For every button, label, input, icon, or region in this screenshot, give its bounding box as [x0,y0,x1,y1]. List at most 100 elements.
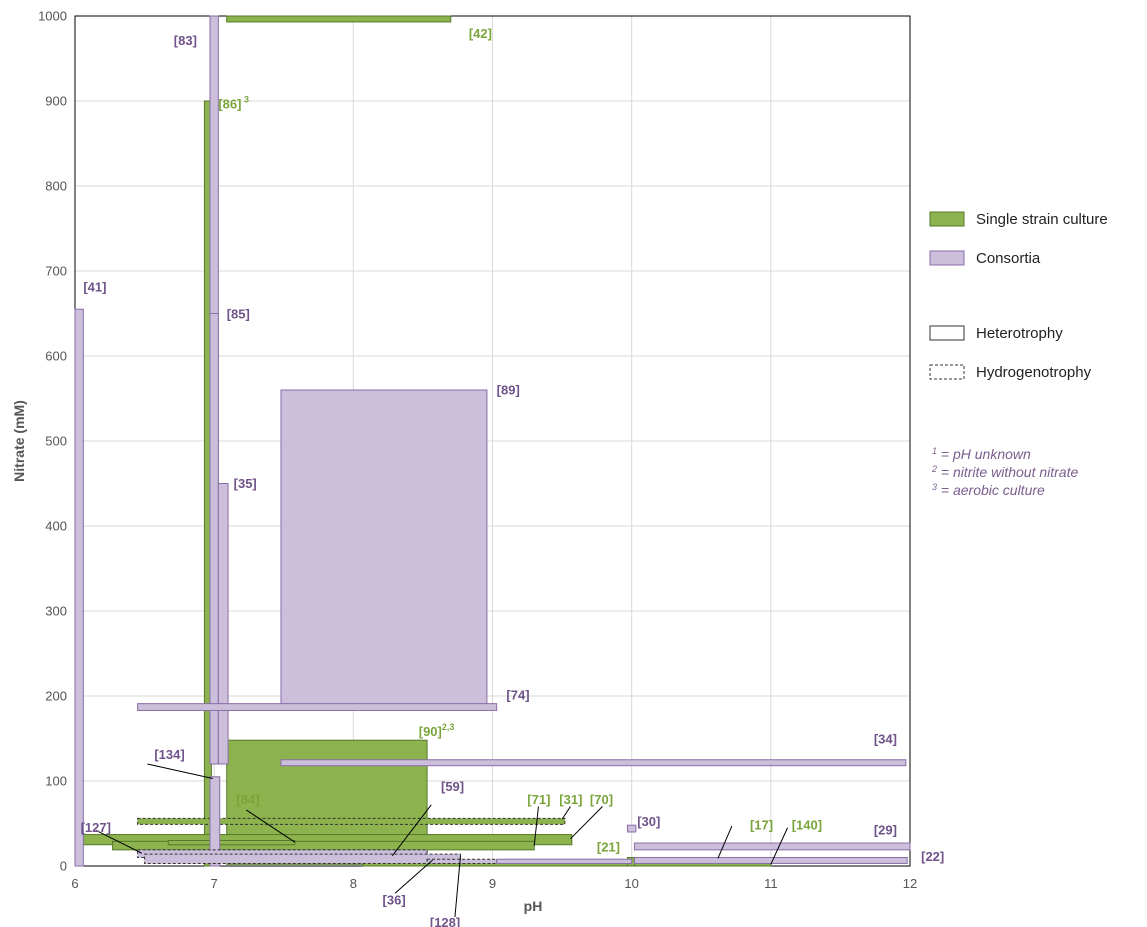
reference-label-text: [29] [874,823,897,838]
leader-line [770,827,788,865]
reference-label-text: [90] [419,724,442,739]
leader-line [570,806,603,840]
leader-line [245,809,296,843]
consortia-box [626,824,637,833]
x-tick-label: 10 [624,876,638,891]
reference-label-text: [84] [236,792,259,807]
reference-label: [30] [637,814,660,829]
reference-label: [70] [590,792,613,807]
reference-label-text: [35] [234,476,257,491]
y-tick-label: 700 [45,264,67,279]
reference-label: [31] [559,792,582,807]
consortia-box [144,853,461,864]
reference-label-sup: 3 [241,95,249,105]
reference-label: [90]2,3 [419,722,455,739]
y-tick-label: 800 [45,179,67,194]
y-tick-label: 300 [45,604,67,619]
leader-line [561,806,571,820]
reference-label: [41] [83,279,106,294]
footnote: 3 = aerobic culture [932,482,1045,498]
legend-swatch-consortia [929,250,965,266]
leader-line [533,806,539,846]
legend-swatch-dashed [929,364,965,380]
consortia-box [633,842,911,851]
footnote: 2 = nitrite without nitrate [931,464,1078,480]
reference-label: [84] [236,792,259,807]
x-tick-label: 12 [903,876,917,891]
x-tick-label: 8 [350,876,357,891]
consortia-box [633,857,908,864]
footnote-sup: 2 [931,464,937,474]
reference-label-text: [30] [637,814,660,829]
single-strain-box [226,15,452,23]
reference-label-text: [85] [227,307,250,322]
reference-label-text: [42] [469,26,492,41]
consortia-box [426,858,498,864]
reference-label: [83] [174,33,197,48]
leader-line [454,855,461,918]
y-axis-title: Nitrate (mM) [11,400,27,482]
footnote-text: = pH unknown [937,446,1031,462]
legend-swatch-solid [929,325,965,341]
reference-label: [34] [874,732,897,747]
reference-label: [74] [506,687,529,702]
range-boxes [74,15,911,867]
consortia-box [280,389,488,707]
consortia-box [137,703,498,711]
reference-label-text: [140] [792,817,822,832]
legend-label: Consortia [976,250,1041,267]
footnote: 1 = pH unknown [932,446,1031,462]
footnote-sup: 1 [932,446,937,456]
reference-label: [42] [469,26,492,41]
reference-label: [59] [441,779,464,794]
leader-lines [95,763,788,918]
reference-label: [29] [874,823,897,838]
reference-label-text: [41] [83,279,106,294]
legend-label: Hydrogenotrophy [976,364,1092,381]
consortia-box [74,308,84,867]
reference-label-text: [74] [506,687,529,702]
leader-line [147,763,213,779]
reference-label: [21] [597,840,620,855]
consortia-box [217,483,229,765]
reference-labels: [42] [83] [86] 3 [41] [85] [89] [35] [74] [90]2,… [81,26,945,927]
leader-line [391,804,432,857]
footnote-text: = aerobic culture [937,482,1045,498]
reference-label-text: [31] [559,792,582,807]
reference-label: [89] [497,382,520,397]
y-tick-label: 0 [60,859,67,874]
reference-label-text: [17] [750,817,773,832]
legend-swatch-single [929,211,965,227]
reference-label: [22] [921,849,944,864]
y-tick-label: 1000 [38,9,67,24]
consortia-box [209,313,219,765]
x-tick-label: 6 [71,876,78,891]
reference-label-text: [21] [597,840,620,855]
footnote-text: = nitrite without nitrate [937,464,1078,480]
reference-label: [36] [383,892,406,907]
reference-label-text: [71] [527,792,550,807]
single-strain-box [137,817,566,825]
reference-label: [85] [227,307,250,322]
reference-label: [35] [234,476,257,491]
reference-label-text: [59] [441,779,464,794]
x-tick-label: 9 [489,876,496,891]
x-axis-title: pH [524,898,543,914]
x-tick-label: 7 [211,876,218,891]
y-tick-label: 500 [45,434,67,449]
consortia-box [209,776,221,867]
reference-label: [86] 3 [218,95,249,112]
leader-line [95,829,143,854]
reference-label-text: [36] [383,892,406,907]
y-tick-label: 100 [45,774,67,789]
leader-line [717,825,733,859]
y-tick-label: 900 [45,94,67,109]
reference-label: [71] [527,792,550,807]
leader-line [394,859,433,894]
single-strain-box [167,840,296,846]
reference-label: [128] [430,915,460,927]
reference-label-text: [128] [430,915,460,927]
reference-label-text: [34] [874,732,897,747]
consortia-box [280,759,907,767]
